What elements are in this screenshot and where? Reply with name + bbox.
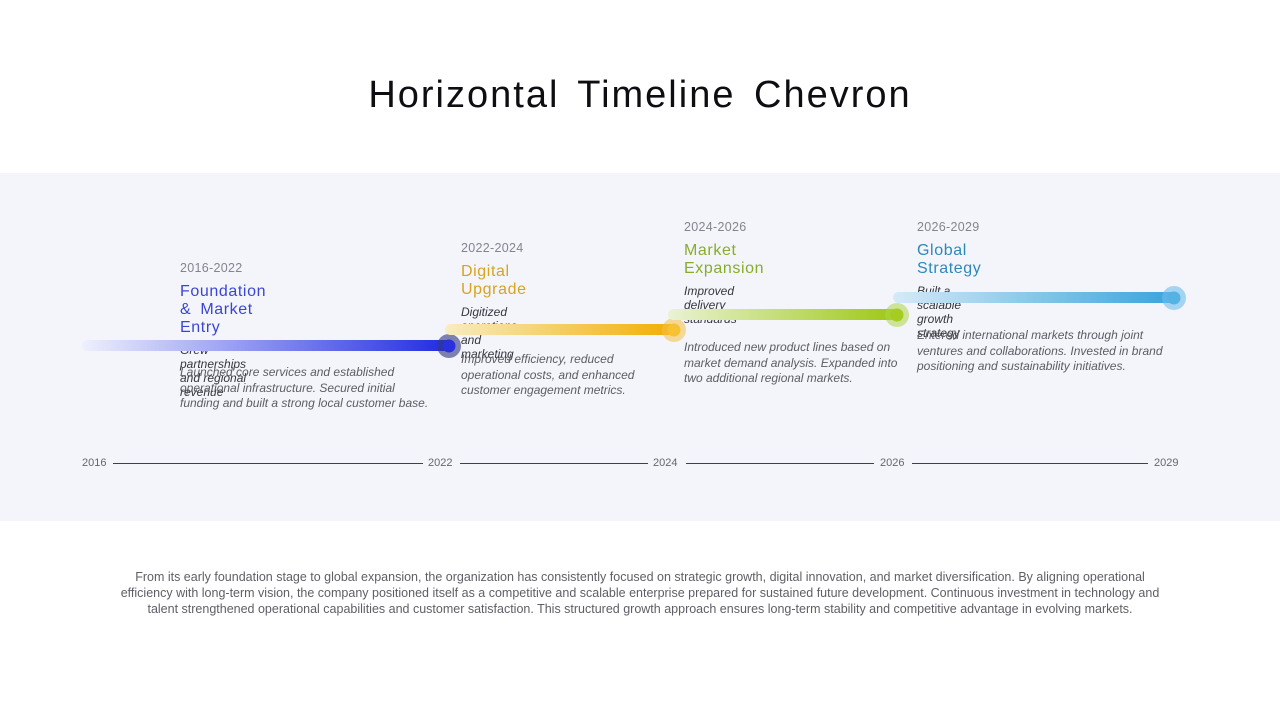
axis-line-segment — [113, 463, 423, 464]
phase-period: 2026-2029 — [917, 220, 980, 234]
axis-year-label: 2024 — [653, 457, 678, 469]
axis-year-label: 2026 — [880, 457, 905, 469]
phase-bar — [445, 317, 686, 342]
axis-year-label: 2016 — [82, 457, 107, 469]
phase-header: 2022-2024 Digital Upgrade Digitized oper… — [461, 241, 527, 361]
phase-bar — [893, 285, 1186, 310]
phase-period: 2022-2024 — [461, 241, 524, 255]
phase-title: Digital Upgrade — [461, 263, 527, 298]
axis-year-label: 2029 — [1154, 457, 1179, 469]
axis-year-label: 2022 — [428, 457, 453, 469]
phase-header: 2024-2026 Market Expansion Improved deli… — [684, 220, 764, 326]
phase-bar — [668, 302, 909, 327]
axis-line-segment — [686, 463, 874, 464]
phase-period: 2016-2022 — [180, 261, 243, 275]
phase-header: 2026-2029 Global Strategy Built a scalab… — [917, 220, 981, 340]
phase-description: Improved efficiency, reduced operational… — [461, 352, 635, 397]
phase-marker-dot — [1162, 285, 1186, 310]
phase-marker-dot — [662, 317, 686, 342]
phase-title: Foundation & Market Entry — [180, 283, 267, 336]
phase-description: Introduced new product lines based on ma… — [684, 340, 898, 385]
axis-line-segment — [460, 463, 648, 464]
phase-marker-dot — [885, 302, 909, 327]
summary-paragraph: From its early foundation stage to globa… — [120, 570, 1160, 616]
phase-period: 2024-2026 — [684, 220, 747, 234]
phase-marker-dot — [437, 333, 461, 358]
phase-title: Market Expansion — [684, 242, 765, 277]
phase-title: Global Strategy — [917, 242, 982, 277]
phase-bar — [82, 333, 461, 358]
phase-description: Entered international markets through jo… — [917, 328, 1163, 373]
axis-line-segment — [912, 463, 1148, 464]
phase-description: Launched core services and established o… — [180, 365, 429, 410]
slide-title: Horizontal Timeline Chevron — [368, 74, 912, 116]
